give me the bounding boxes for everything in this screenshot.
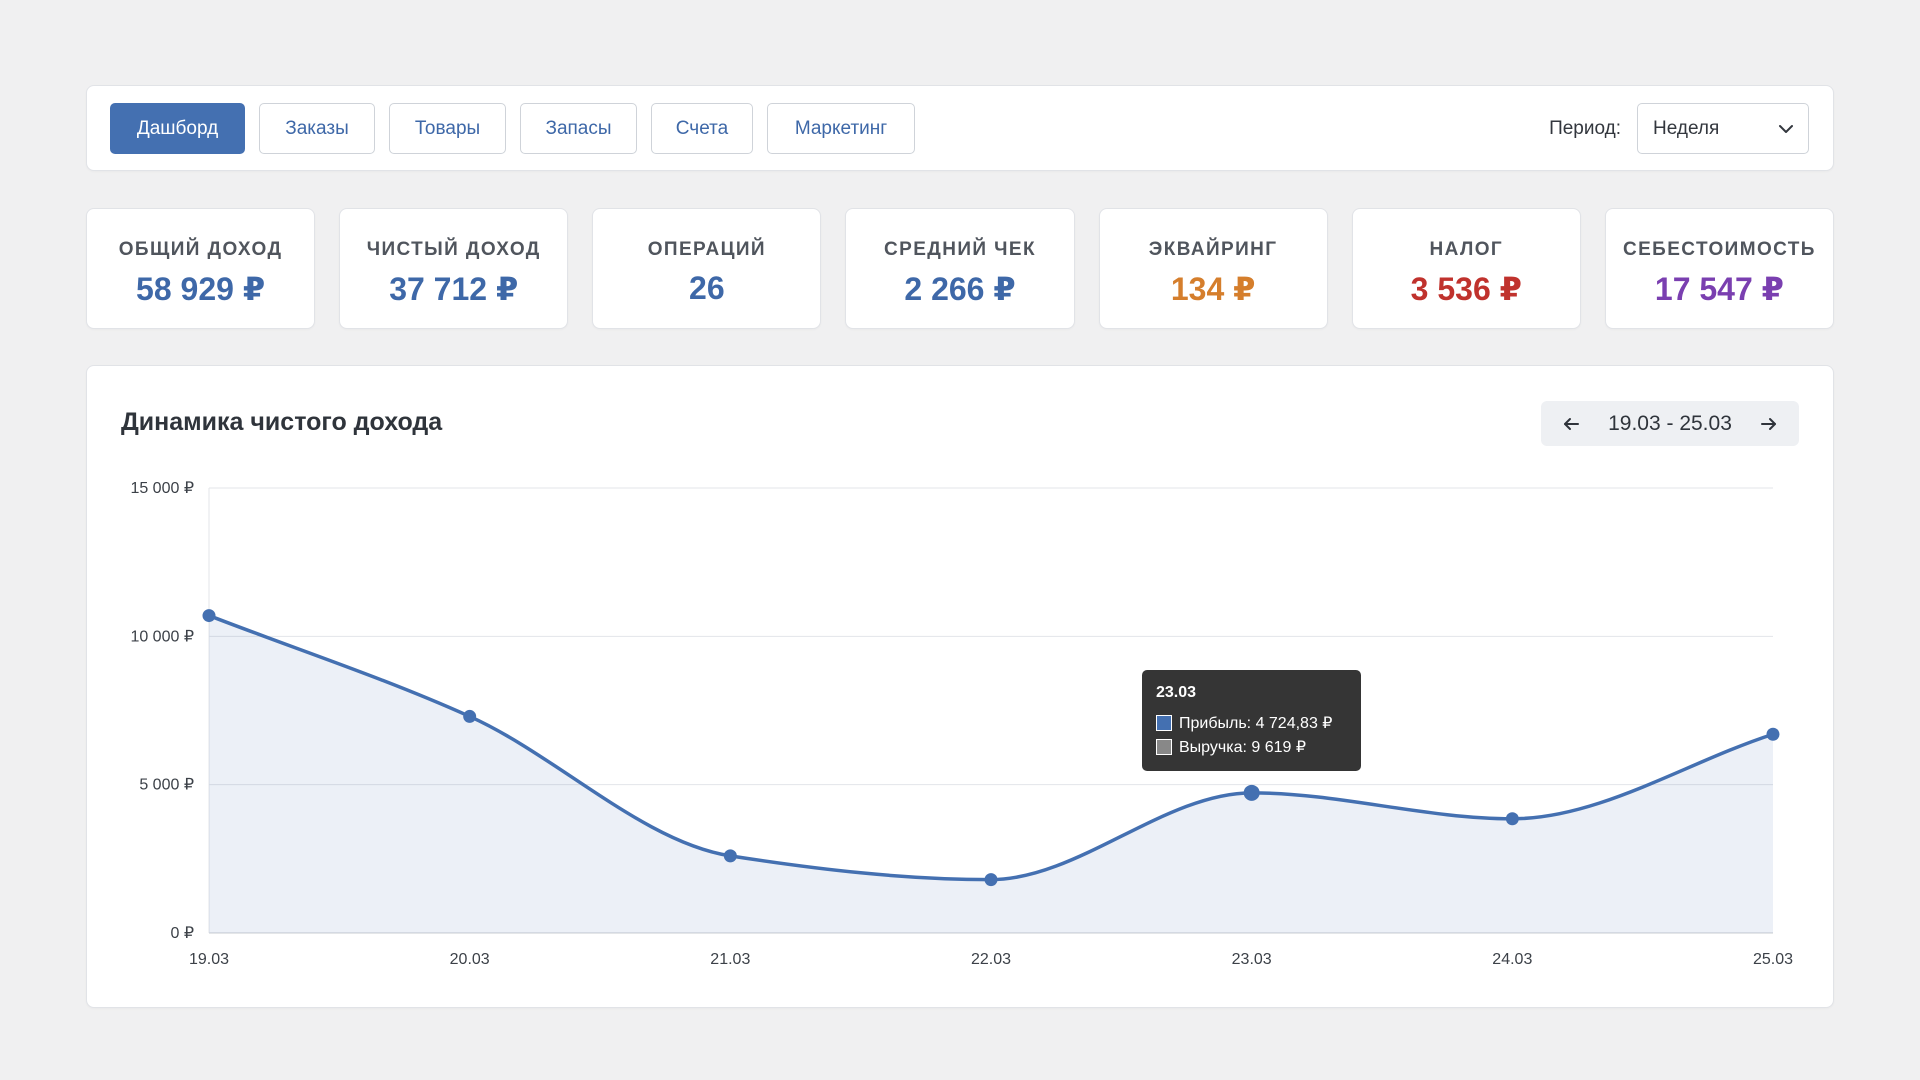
stat-label: Средний чек <box>884 239 1036 260</box>
stat-card-total-income: Общий доход 58 929 ₽ <box>86 208 316 329</box>
x-tick-label: 19.03 <box>189 951 229 968</box>
net-income-chart-card: Динамика чистого дохода 19.03 - 25.03 0 … <box>86 365 1834 1008</box>
data-point <box>1766 727 1780 741</box>
tab-stock[interactable]: Запасы <box>520 103 637 154</box>
stat-value: 2 266 ₽ <box>904 271 1016 307</box>
stat-value: 58 929 ₽ <box>136 271 266 307</box>
stats-row: Общий доход 58 929 ₽ Чистый доход 37 712… <box>86 208 1834 329</box>
stat-card-cost: Себестоимость 17 547 ₽ <box>1604 208 1834 329</box>
period-select[interactable]: Неделя <box>1637 103 1809 154</box>
y-tick-label: 15 000 ₽ <box>130 480 194 497</box>
period-label: Период: <box>1549 117 1621 139</box>
stat-card-operations: Операций 26 <box>592 208 822 329</box>
series-area <box>209 615 1773 933</box>
legend-swatch <box>1156 715 1172 731</box>
chart-title: Динамика чистого дохода <box>121 408 443 436</box>
data-point <box>202 609 216 623</box>
x-tick-label: 23.03 <box>1232 951 1272 968</box>
data-point <box>1505 812 1519 826</box>
stat-value: 37 712 ₽ <box>389 271 519 307</box>
tab-marketing[interactable]: Маркетинг <box>767 103 915 154</box>
stat-label: Эквайринг <box>1148 239 1278 260</box>
stat-value: 3 536 ₽ <box>1410 271 1522 307</box>
x-tick-label: 25.03 <box>1753 951 1793 968</box>
arrow-right-icon <box>1761 417 1776 430</box>
stat-value: 26 <box>689 270 725 306</box>
range-prev-button[interactable] <box>1549 401 1593 446</box>
arrow-left-icon <box>1564 417 1579 430</box>
stat-label: Чистый доход <box>366 239 541 260</box>
x-tick-label: 22.03 <box>971 951 1011 968</box>
period-select-value: Неделя <box>1653 117 1720 139</box>
x-tick-label: 20.03 <box>450 951 490 968</box>
stat-card-acquiring: Эквайринг 134 ₽ <box>1098 208 1328 329</box>
tooltip-row-revenue: Выручка: 9 619 ₽ <box>1156 735 1347 759</box>
stat-card-tax: Налог 3 536 ₽ <box>1351 208 1581 329</box>
y-tick-label: 0 ₽ <box>170 925 194 942</box>
data-point <box>984 873 998 887</box>
stat-value: 134 ₽ <box>1170 271 1256 307</box>
stat-label: Себестоимость <box>1622 239 1816 260</box>
data-point <box>463 709 477 723</box>
stat-card-net-income: Чистый доход 37 712 ₽ <box>339 208 569 329</box>
x-tick-label: 21.03 <box>710 951 750 968</box>
tab-products[interactable]: Товары <box>389 103 506 154</box>
legend-swatch <box>1156 739 1172 755</box>
x-tick-label: 24.03 <box>1492 951 1532 968</box>
tooltip-row-text: Прибыль: 4 724,83 ₽ <box>1179 715 1333 732</box>
top-nav: Дашборд Заказы Товары Запасы Счета Марке… <box>86 85 1834 171</box>
tooltip-row-profit: Прибыль: 4 724,83 ₽ <box>1156 711 1347 735</box>
stat-value: 17 547 ₽ <box>1654 271 1784 307</box>
range-next-button[interactable] <box>1747 401 1791 446</box>
y-tick-label: 5 000 ₽ <box>139 777 194 794</box>
stat-label: Налог <box>1429 239 1504 260</box>
stat-label: Общий доход <box>118 239 283 260</box>
tooltip-title: 23.03 <box>1156 684 1197 701</box>
stat-card-average-check: Средний чек 2 266 ₽ <box>845 208 1075 329</box>
data-point <box>723 849 737 863</box>
tab-orders[interactable]: Заказы <box>259 103 375 154</box>
line-chart[interactable]: 0 ₽ 5 000 ₽ 10 000 ₽ 15 000 ₽ 19.03 20.03 21.0… <box>87 366 1835 1009</box>
data-point <box>1243 784 1260 801</box>
tab-invoices[interactable]: Счета <box>651 103 753 154</box>
tab-dashboard[interactable]: Дашборд <box>110 103 245 154</box>
y-tick-label: 10 000 ₽ <box>130 628 194 645</box>
chart-tooltip: 23.03 Прибыль: 4 724,83 ₽ Выручка: 9 619… <box>1142 670 1361 771</box>
chevron-down-icon <box>1779 125 1793 133</box>
nav-tabs: Дашборд Заказы Товары Запасы Счета Марке… <box>110 103 915 154</box>
tooltip-row-text: Выручка: 9 619 ₽ <box>1179 739 1307 756</box>
stat-label: Операций <box>647 239 766 260</box>
